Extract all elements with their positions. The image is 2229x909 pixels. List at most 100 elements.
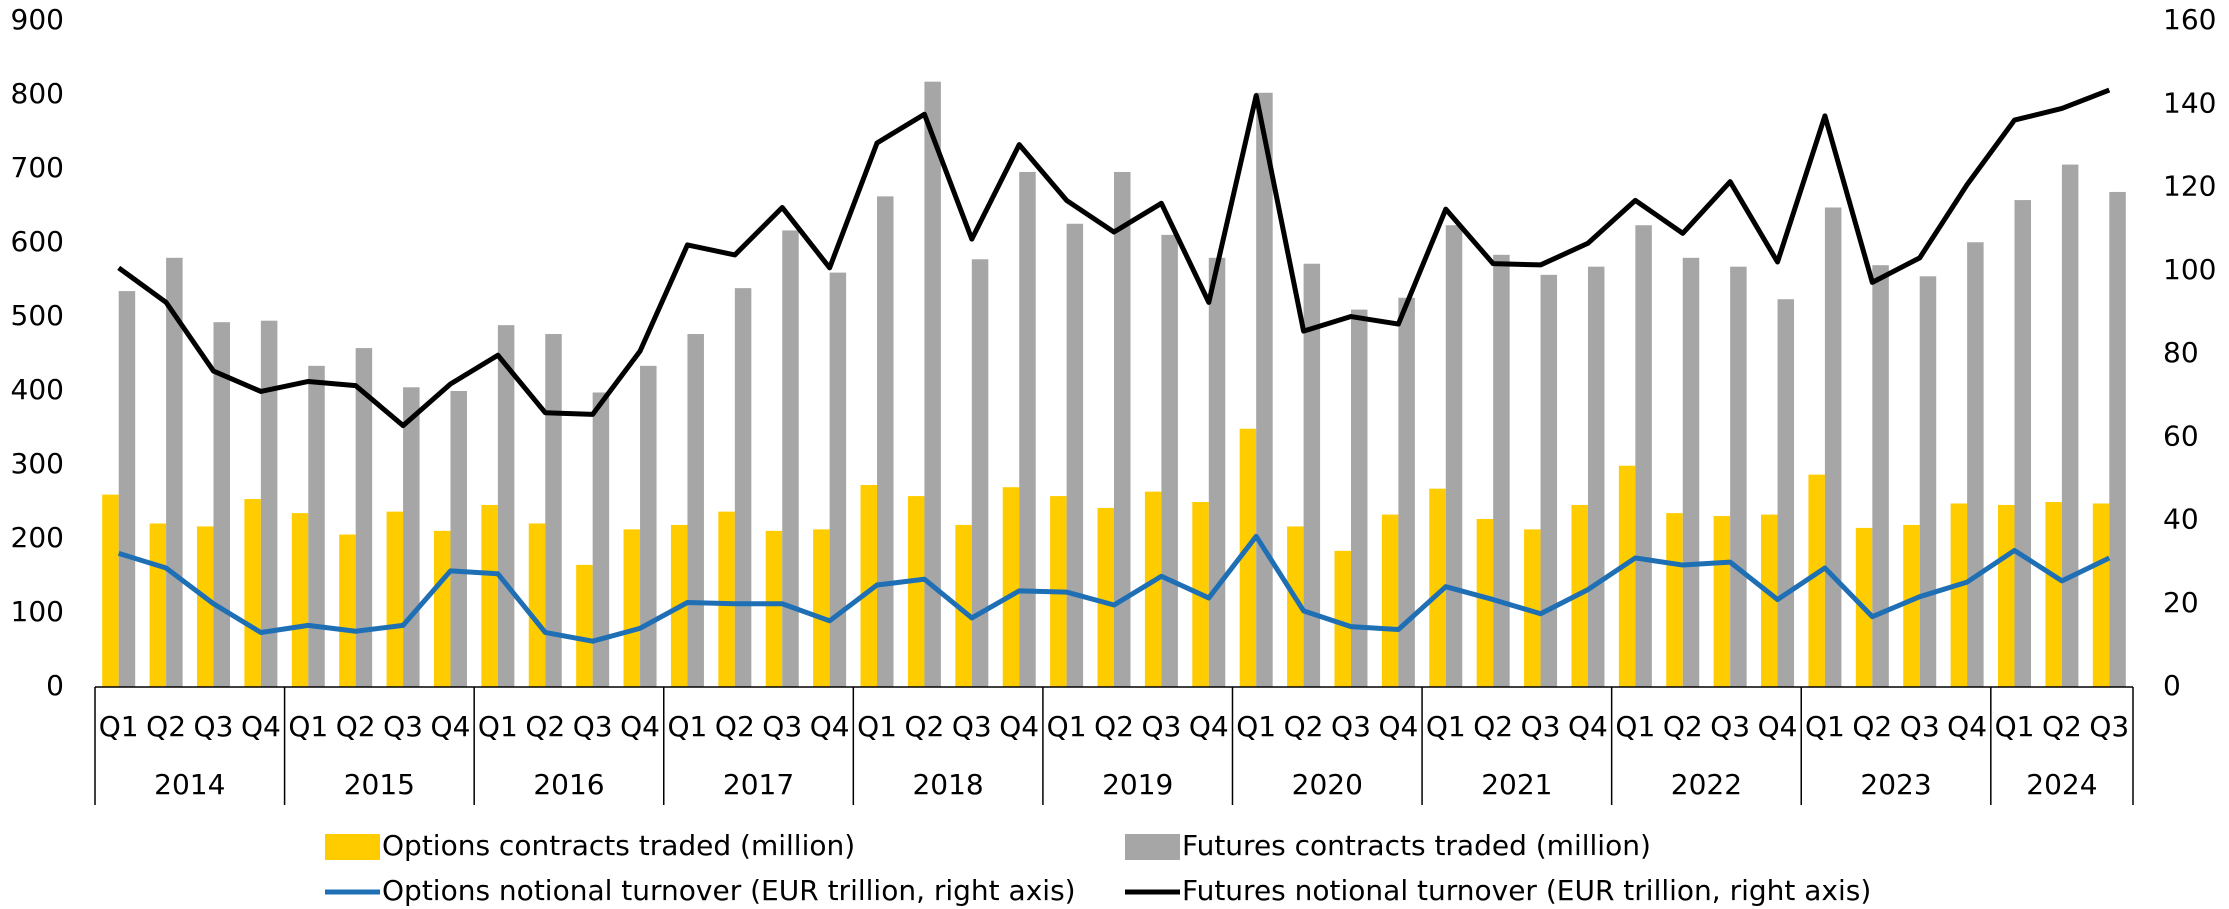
x-tick-label: Q4: [620, 710, 660, 743]
bar: [450, 391, 467, 687]
bar: [1540, 274, 1558, 687]
bar: [1476, 519, 1494, 687]
legend-label: Options notional turnover (EUR trillion,…: [382, 874, 1076, 907]
y2-tick-label: 160: [2163, 3, 2216, 36]
bar: [1429, 488, 1446, 687]
bar: [1398, 297, 1415, 687]
bar: [1334, 550, 1351, 687]
bar: [1666, 513, 1683, 687]
x-tick-label: Q1: [857, 710, 897, 743]
x-tick-label: Q4: [1378, 710, 1418, 743]
y2-tick-label: 120: [2163, 170, 2216, 203]
bar: [907, 496, 925, 687]
year-label: 2020: [1292, 768, 1363, 801]
year-label: 2023: [1860, 768, 1931, 801]
bar: [1256, 92, 1273, 687]
bar: [860, 484, 878, 687]
bar: [1903, 524, 1920, 687]
y2-tick-label: 40: [2163, 503, 2199, 536]
bar: [1682, 257, 1700, 687]
bar: [213, 322, 230, 687]
x-tick-label: Q1: [668, 710, 708, 743]
bar: [924, 81, 941, 688]
bar: [1730, 266, 1747, 687]
x-tick-label: Q1: [1426, 710, 1466, 743]
x-tick-label: Q4: [1189, 710, 1229, 743]
bar: [2109, 191, 2126, 687]
x-tick-label: Q3: [2089, 710, 2129, 743]
x-tick-label: Q3: [952, 710, 992, 743]
x-tick-label: Q4: [999, 710, 1039, 743]
bar: [2045, 502, 2062, 687]
x-tick-label: Q2: [1094, 710, 1134, 743]
x-tick-label: Q3: [1710, 710, 1750, 743]
bar: [829, 272, 847, 687]
year-label: 2014: [154, 768, 225, 801]
bar: [481, 504, 498, 687]
bar: [640, 365, 657, 687]
bar: [102, 494, 119, 687]
bar: [813, 529, 830, 687]
bar: [877, 196, 894, 687]
bar: [403, 387, 420, 687]
x-tick-label: Q2: [1284, 710, 1324, 743]
line: [117, 87, 2111, 429]
y-tick-label: 900: [11, 3, 64, 36]
bar: [308, 365, 325, 687]
bar: [2014, 200, 2032, 687]
bar: [592, 392, 610, 687]
bar: [1808, 474, 1825, 687]
bar: [1967, 242, 1984, 687]
bar: [765, 530, 783, 687]
legend-label: Futures contracts traded (million): [1182, 829, 1651, 862]
year-label: 2015: [344, 768, 415, 801]
legend-swatch: [325, 834, 380, 860]
x-tick-label: Q2: [1663, 710, 1703, 743]
bar: [1161, 234, 1178, 688]
x-tick-label: Q1: [1047, 710, 1087, 743]
x-tick-label: Q4: [431, 710, 471, 743]
x-tick-label: Q2: [1473, 710, 1513, 743]
bar: [1761, 514, 1778, 687]
bar: [1824, 207, 1842, 688]
bar: [355, 348, 373, 687]
bar: [623, 529, 641, 687]
bar: [528, 523, 546, 687]
bar: [545, 334, 562, 687]
bar: [149, 523, 167, 687]
bar: [2061, 164, 2079, 687]
y-tick-label: 100: [11, 595, 64, 628]
x-tick-label: Q4: [1568, 710, 1608, 743]
bar: [433, 530, 451, 687]
year-label: 2019: [1102, 768, 1173, 801]
x-tick-label: Q1: [1236, 710, 1276, 743]
x-tick-label: Q3: [1521, 710, 1561, 743]
x-tick-label: Q1: [99, 710, 139, 743]
bar: [1713, 516, 1731, 687]
x-tick-label: Q2: [1852, 710, 1892, 743]
bar: [1239, 428, 1257, 687]
x-tick-label: Q1: [1995, 710, 2035, 743]
x-tick-label: Q1: [478, 710, 518, 743]
bar: [260, 320, 278, 687]
x-tick-label: Q4: [1947, 710, 1987, 743]
y2-tick-label: 100: [2163, 253, 2216, 286]
bar: [1303, 263, 1321, 687]
y-tick-label: 500: [11, 299, 64, 332]
x-tick-label: Q1: [1615, 710, 1655, 743]
x-tick-label: Q3: [1331, 710, 1371, 743]
bar: [497, 325, 515, 687]
bar: [971, 259, 989, 687]
x-tick-label: Q2: [525, 710, 565, 743]
x-tick-label: Q4: [810, 710, 850, 743]
x-tick-label: Q4: [241, 710, 281, 743]
x-tick-label: Q2: [904, 710, 944, 743]
bar: [718, 511, 735, 687]
bar: [1097, 507, 1114, 687]
bar: [1144, 491, 1162, 687]
x-tick-label: Q2: [146, 710, 186, 743]
y-tick-label: 300: [11, 447, 64, 480]
y-tick-label: 200: [11, 521, 64, 554]
bar: [1019, 171, 1036, 687]
